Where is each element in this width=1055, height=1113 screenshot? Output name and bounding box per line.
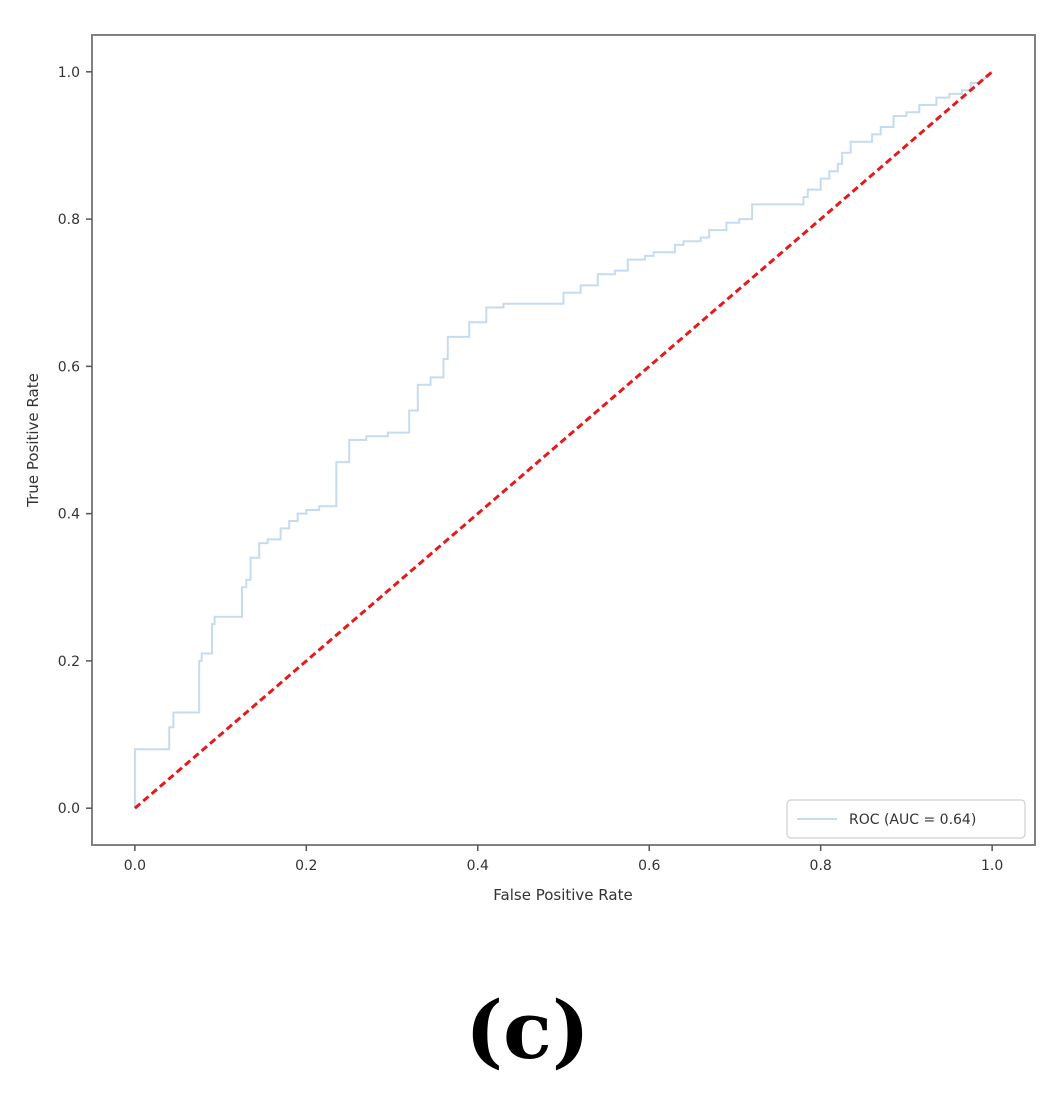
legend-box: [786, 799, 1026, 839]
panel-label: (c): [465, 983, 590, 1077]
y-axis-ticks: 0.0 0.2 0.4 0.6 0.8 1.0: [58, 65, 92, 817]
y-tick-label: 0.6: [58, 359, 80, 375]
roc-curve-line: [133, 71, 993, 809]
x-tick-label: 1.0: [981, 858, 1003, 874]
plot-area: [133, 70, 994, 810]
x-tick-label: 0.2: [295, 858, 317, 874]
figure-background: [0, 0, 1055, 915]
legend: ROC (AUC = 0.64): [786, 799, 1026, 839]
x-tick-label: 0.0: [124, 858, 146, 874]
x-tick-label: 0.4: [467, 858, 489, 874]
x-axis-ticks: 0.0 0.2 0.4 0.6 0.8 1.0: [124, 845, 1003, 874]
roc-chart: 0.0 0.2 0.4 0.6 0.8 1.0 0.0 0.2 0.4 0.6 0.8 1.0 Fa…: [0, 0, 1055, 915]
y-tick-label: 0.2: [58, 654, 80, 670]
legend-label-roc: ROC (AUC = 0.64): [849, 812, 976, 828]
y-tick-label: 1.0: [58, 65, 80, 81]
y-tick-label: 0.0: [58, 801, 80, 817]
x-axis-label: False Positive Rate: [493, 886, 632, 904]
y-axis-label: True Positive Rate: [24, 373, 42, 508]
x-tick-label: 0.6: [638, 858, 660, 874]
plot-frame: [91, 34, 1036, 846]
y-tick-label: 0.8: [58, 212, 80, 228]
y-tick-label: 0.4: [58, 507, 80, 523]
x-tick-label: 0.8: [810, 858, 832, 874]
chance-diagonal-line: [133, 70, 994, 810]
